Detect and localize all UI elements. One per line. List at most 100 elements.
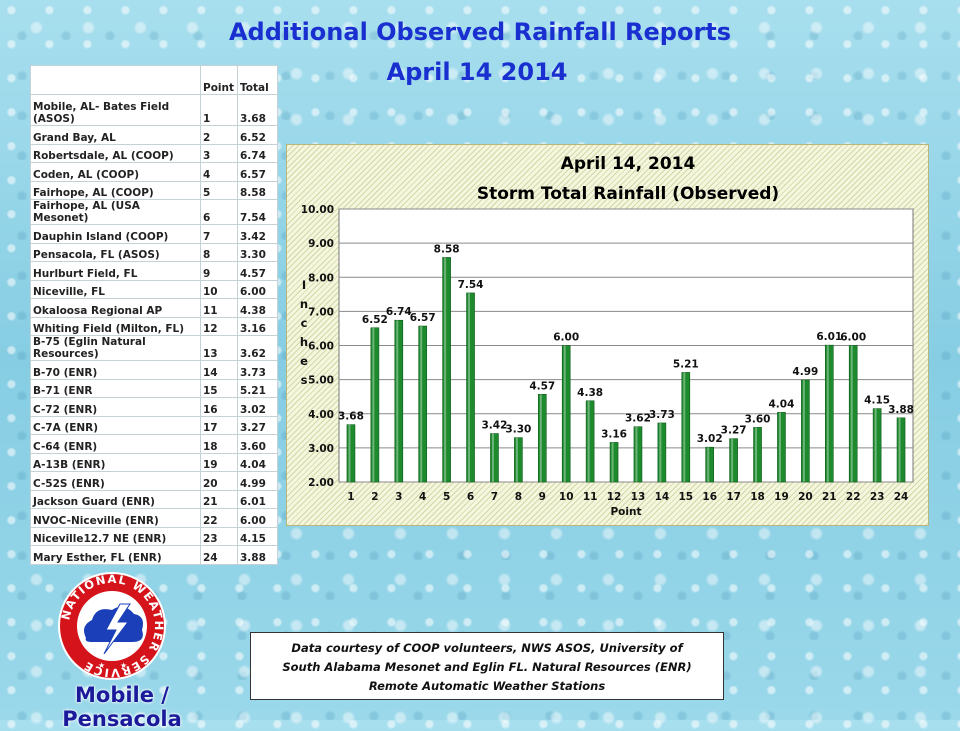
station-total-cell: 4.99 — [237, 471, 278, 491]
station-point-cell: 8 — [200, 242, 238, 262]
bar-data-label: 6.74 — [386, 306, 412, 318]
station-total-cell: 3.02 — [237, 397, 278, 417]
logo-lightning — [103, 603, 131, 655]
bar-data-label: 4.04 — [768, 398, 794, 410]
chart-panel: April 14, 2014 Storm Total Rainfall (Obse… — [286, 144, 929, 526]
table-row: Coden, AL (COOP) 4 6.57 — [30, 162, 278, 182]
x-tick-label: 20 — [798, 491, 813, 503]
station-point-cell: 19 — [200, 452, 238, 472]
station-total-cell: 5.21 — [237, 378, 278, 398]
station-point-cell: 9 — [200, 261, 238, 281]
table-row: B-70 (ENR) 14 3.73 — [30, 360, 278, 380]
y-tick-label: 3.00 — [308, 443, 334, 455]
station-name-cell: Mary Esther, FL (ENR) — [30, 545, 201, 565]
station-total-cell: 4.04 — [237, 452, 278, 472]
x-tick-label: 23 — [870, 491, 885, 503]
credit-line-2: South Alabama Mesonet and Eglin FL. Natu… — [282, 660, 692, 674]
bar-highlight — [444, 257, 447, 482]
bar — [681, 372, 691, 483]
bar-data-label: 4.99 — [792, 366, 818, 378]
y-tick-label: 5.00 — [308, 375, 334, 387]
credit-line-1: Data courtesy of COOP volunteers, NWS AS… — [291, 641, 683, 655]
table-row: Grand Bay, AL 2 6.52 — [30, 125, 278, 145]
station-point-cell: 1 — [200, 94, 238, 126]
bar — [490, 433, 499, 483]
bar — [824, 344, 834, 483]
bar — [394, 319, 404, 483]
station-name-cell: Grand Bay, AL — [30, 125, 201, 145]
station-name-cell: C-52S (ENR) — [30, 471, 201, 491]
bar-data-label: 3.68 — [338, 411, 364, 423]
station-point-cell: 5 — [200, 180, 238, 200]
station-name-cell: Fairhope, AL (COOP) — [30, 180, 201, 200]
table-row: Robertsdale, AL (COOP) 3 6.74 — [30, 143, 278, 163]
station-total-cell: 3.30 — [237, 242, 278, 262]
bar-data-label: 3.42 — [481, 420, 507, 432]
station-total-cell: 6.52 — [237, 125, 278, 145]
x-tick-label: 5 — [443, 491, 450, 503]
table-row: Okaloosa Regional AP 11 4.38 — [30, 298, 278, 318]
credit-line-3: Remote Automatic Weather Stations — [368, 679, 606, 693]
chart-subtitle: Storm Total Rainfall (Observed) — [477, 184, 779, 204]
station-point-cell: 11 — [200, 298, 238, 318]
bar-highlight — [611, 442, 614, 482]
y-tick-label: 8.00 — [308, 272, 334, 284]
bar — [657, 422, 667, 483]
bar-data-label: 3.16 — [601, 428, 627, 440]
bar-highlight — [468, 292, 471, 482]
x-tick-label: 18 — [750, 491, 765, 503]
station-name-cell: B-70 (ENR) — [30, 360, 201, 380]
bar-data-label: 3.88 — [888, 404, 914, 416]
station-point-cell: 12 — [200, 316, 238, 336]
station-point-cell: 15 — [200, 378, 238, 398]
station-table: Point Total Mobile, AL- Bates Field (ASO… — [30, 65, 278, 565]
station-total-cell: 3.68 — [237, 94, 278, 126]
table-row: Jackson Guard (ENR) 21 6.01 — [30, 489, 278, 509]
station-total-cell: 8.58 — [237, 180, 278, 200]
rainfall-bar-chart: April 14, 2014 Storm Total Rainfall (Obse… — [300, 154, 914, 518]
bar — [514, 437, 523, 483]
table-row: Whiting Field (Milton, FL) 12 3.16 — [30, 316, 278, 336]
x-tick-label: 6 — [467, 491, 474, 503]
station-total-cell: 3.27 — [237, 415, 278, 435]
station-point-cell: 7 — [200, 224, 238, 244]
x-tick-label: 15 — [678, 491, 693, 503]
station-name-cell: NVOC-Niceville (ENR) — [30, 508, 201, 528]
station-point-cell: 4 — [200, 162, 238, 182]
bar-data-label: 8.58 — [434, 243, 460, 255]
table-row: Hurlburt Field, FL 9 4.57 — [30, 261, 278, 281]
station-name-cell: A-13B (ENR) — [30, 452, 201, 472]
table-header-total: Total — [237, 65, 278, 95]
x-tick-label: 3 — [395, 491, 402, 503]
station-name-cell: Niceville12.7 NE (ENR) — [30, 526, 201, 546]
bar — [729, 438, 738, 483]
bar-highlight — [898, 417, 901, 482]
x-tick-label: 24 — [894, 491, 909, 503]
table-row: Niceville12.7 NE (ENR) 23 4.15 — [30, 526, 278, 546]
table-row: Pensacola, FL (ASOS) 8 3.30 — [30, 242, 278, 262]
y-tick-label: 7.00 — [308, 306, 334, 318]
station-name-cell: C-64 (ENR) — [30, 434, 201, 454]
bar-data-label: 3.02 — [697, 433, 723, 445]
station-total-cell: 3.73 — [237, 360, 278, 380]
table-header-name — [30, 65, 201, 95]
station-total-cell: 6.00 — [237, 279, 278, 299]
bar-highlight — [587, 400, 590, 482]
bar-highlight — [515, 437, 518, 482]
bar-data-label: 6.00 — [840, 332, 866, 344]
credit-box: Data courtesy of COOP volunteers, NWS AS… — [250, 632, 724, 700]
bar — [777, 412, 786, 483]
x-tick-label: 7 — [491, 491, 498, 503]
bar-highlight — [802, 379, 805, 482]
bar — [418, 325, 428, 483]
station-name-cell: Hurlburt Field, FL — [30, 261, 201, 281]
logo-star-right: ★ — [120, 661, 127, 670]
table-header-point: Point — [200, 65, 238, 95]
bar — [537, 393, 547, 483]
bar-highlight — [683, 372, 686, 482]
bar-data-label: 3.73 — [649, 409, 675, 421]
station-point-cell: 24 — [200, 545, 238, 565]
table-row: Niceville, FL 10 6.00 — [30, 279, 278, 299]
table-row: Mary Esther, FL (ENR) 24 3.88 — [30, 545, 278, 565]
bar — [848, 345, 858, 483]
